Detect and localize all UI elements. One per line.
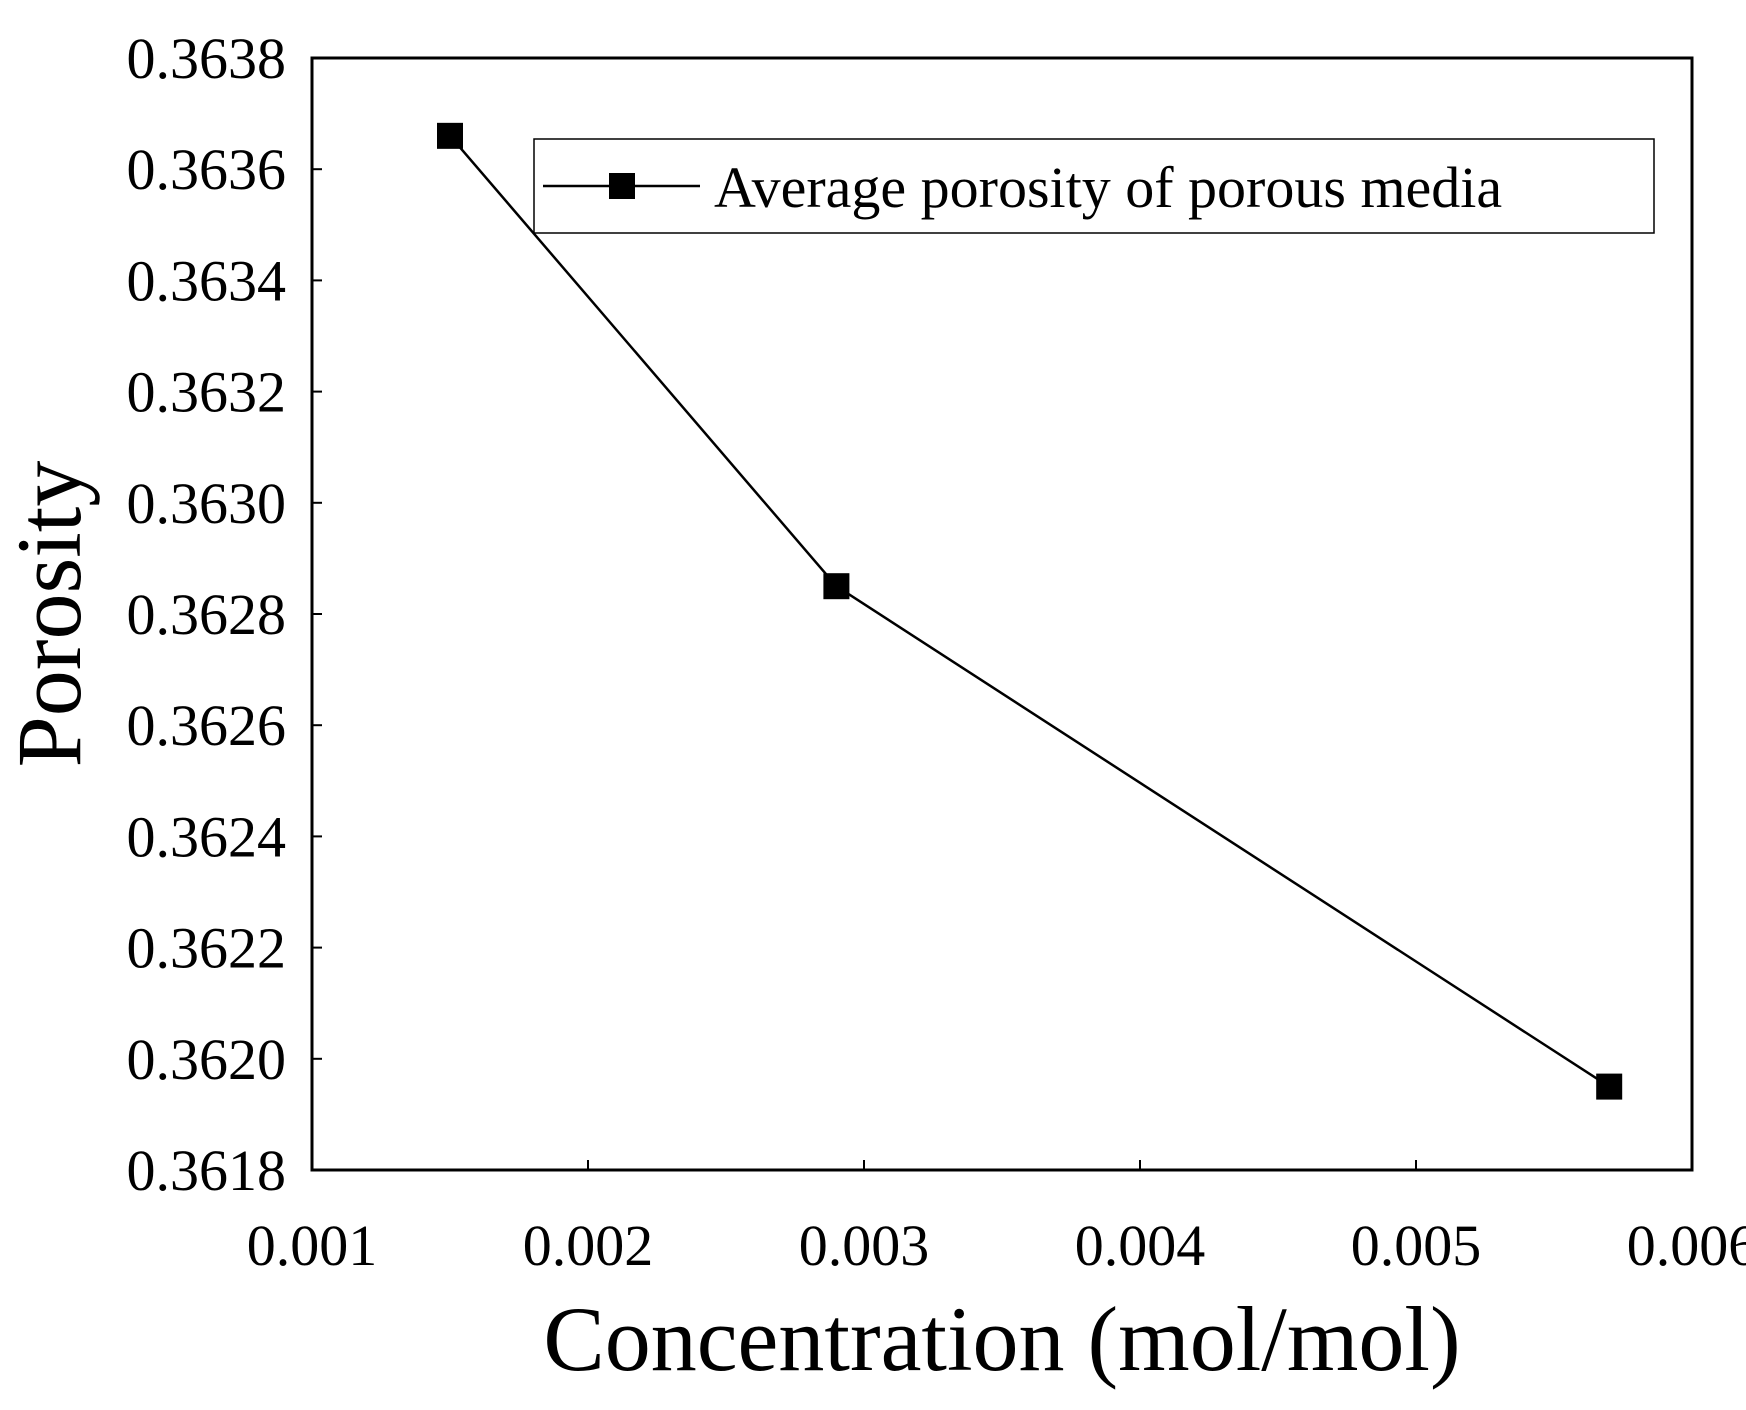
x-axis-ticks: 0.001 0.002 0.003 0.004 0.005 0.006 [247,1160,1746,1278]
legend-marker [609,173,635,199]
legend-box [533,138,1655,234]
legend-label: Average porosity of porous media [714,155,1502,220]
data-point-marker [823,573,850,600]
y-tick-label: 0.3638 [127,26,287,91]
x-tick-label: 0.005 [1351,1213,1482,1278]
data-point-marker [437,122,463,149]
x-tick-label: 0.001 [247,1213,378,1278]
y-axis-ticks: 0.3618 0.3620 0.3622 0.3624 0.3626 0.3628 0.36… [127,26,322,1203]
series-line [449,135,1610,1088]
x-tick-label: 0.003 [799,1213,930,1278]
y-tick-label: 0.3634 [127,248,287,313]
y-tick-label: 0.3636 [127,137,287,202]
data-point-marker [1596,1073,1623,1100]
y-tick-label: 0.3624 [127,804,287,869]
x-tick-label: 0.002 [523,1213,654,1278]
y-tick-label: 0.3620 [127,1027,287,1092]
series-layer [437,122,1623,1100]
x-tick-label: 0.004 [1075,1213,1206,1278]
x-axis-title: Concentration (mol/mol) [543,1288,1460,1390]
x-tick-label: 0.006 [1627,1213,1746,1278]
y-tick-label: 0.3618 [127,1138,287,1203]
y-tick-label: 0.3628 [127,582,287,647]
y-tick-label: 0.3622 [127,916,287,981]
y-tick-label: 0.3626 [127,693,287,758]
y-axis-title: Porosity [0,461,100,768]
legend: Average porosity of porous media [533,138,1655,234]
y-tick-label: 0.3630 [127,471,287,536]
y-tick-label: 0.3632 [127,360,287,425]
